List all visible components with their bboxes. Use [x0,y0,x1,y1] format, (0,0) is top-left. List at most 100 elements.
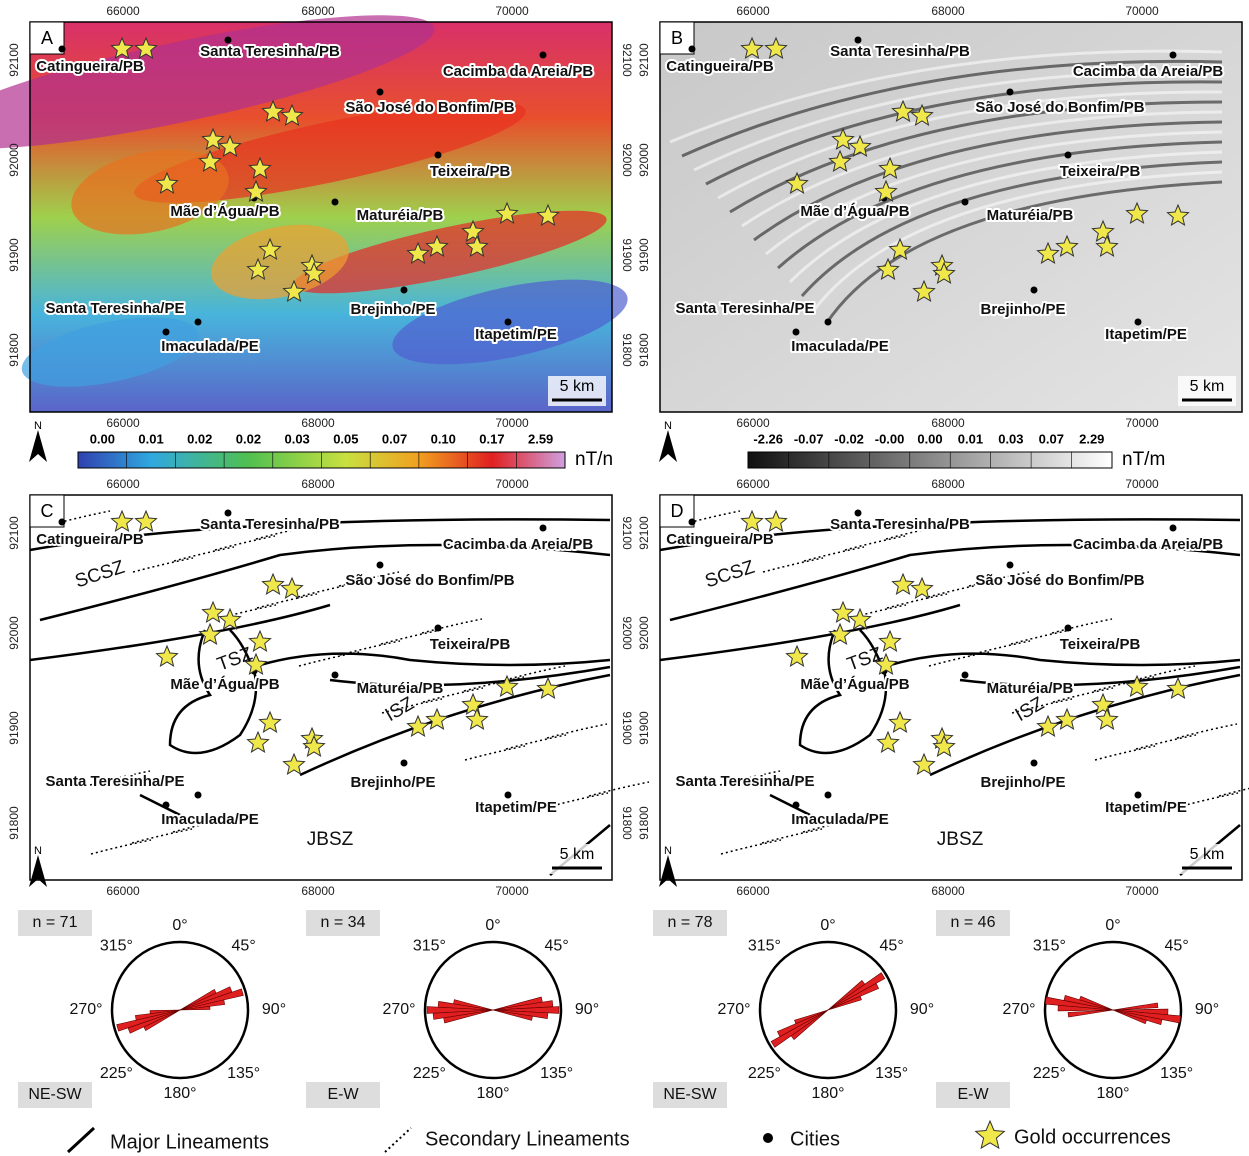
y-tick-label: 91800 [620,333,634,367]
x-tick-label: 68000 [931,416,965,430]
city-label: Itapetim/PE [1105,799,1187,816]
scale-bar-label: 5 km [1190,378,1225,395]
city-dot [401,287,408,294]
colorbar-label: 0.03 [998,431,1023,446]
city-label: Santa Teresinha/PE [676,300,815,317]
city-label: Brejinho/PE [980,301,1065,318]
legend-label: Major Lineaments [110,1131,269,1153]
x-tick-label: 66000 [736,416,770,430]
rose-count: n = 34 [321,914,366,931]
city-label: Mãe d’Água/PB [170,676,279,693]
city-label: São José do Bonfim/PB [345,572,514,589]
city-dot [377,562,384,569]
y-tick-label: 92000 [637,143,651,177]
city-label: Catingueira/PB [36,531,144,548]
rose-count: n = 78 [668,914,713,931]
colorbar-label: 0.01 [138,431,163,446]
rose-angle: 90° [1195,1001,1219,1018]
x-tick-label: 66000 [106,4,140,18]
x-tick-label: 70000 [1125,416,1159,430]
city-dot [505,319,512,326]
rose-angle: 45° [545,938,569,955]
colorbar-label: 0.17 [479,431,504,446]
rose-angle: 0° [172,917,187,934]
legend-label: Secondary Lineaments [425,1128,630,1150]
rose-trend: NE-SW [663,1086,717,1103]
rose-angle: 90° [910,1001,934,1018]
city-dot [1007,89,1014,96]
city-label: Imaculada/PE [791,338,889,355]
city-label: Imaculada/PE [791,811,889,828]
colorbar-label: 0.02 [236,431,261,446]
city-dot [793,802,800,809]
y-tick-label: 91800 [7,333,21,367]
city-label: Itapetim/PE [475,326,557,343]
x-tick-label: 70000 [1125,4,1159,18]
colorbar-label: 0.00 [917,431,942,446]
city-label: Itapetim/PE [475,799,557,816]
x-tick-label: 70000 [495,4,529,18]
rose-angle: 180° [476,1085,509,1102]
city-dot [435,625,442,632]
city-label: Catingueira/PB [666,58,774,75]
x-tick-label: 66000 [106,416,140,430]
rose-angle: 45° [1165,938,1189,955]
rose-angle: 270° [69,1001,102,1018]
y-tick-label: 91900 [637,711,651,745]
city-label: Imaculada/PE [161,811,259,828]
y-tick-label: 92100 [7,43,21,77]
rose-angle: 180° [811,1085,844,1102]
city-dot [825,319,832,326]
city-dot [1170,525,1177,532]
rose-angle: 180° [163,1085,196,1102]
x-tick-label: 68000 [931,884,965,898]
x-tick-label: 68000 [931,4,965,18]
legend-label: Cities [790,1128,840,1150]
city-label: Teixeira/PB [430,636,511,653]
colorbar-label: 2.29 [1079,431,1104,446]
city-dot [962,199,969,206]
city-label: Santa Teresinha/PB [830,516,970,533]
colorbar-label: 0.05 [333,431,358,446]
city-label: Cacimba da Areia/PB [443,536,594,553]
city-label: Mãe d’Água/PB [170,203,279,220]
x-tick-label: 66000 [106,477,140,491]
city-dot [1135,319,1142,326]
colorbar-label: -0.07 [794,431,824,446]
city-dot [793,329,800,336]
x-tick-label: 70000 [1125,477,1159,491]
map-panel: B660006600068000680007000070000921009210… [637,4,1249,430]
city-dot [1065,625,1072,632]
y-tick-label: 92000 [7,616,21,650]
y-tick-label: 91900 [7,238,21,272]
colorbar-label: -0.02 [834,431,864,446]
y-tick-label: 91800 [637,806,651,840]
city-label: Maturéia/PB [987,207,1074,224]
x-tick-label: 68000 [931,477,965,491]
rose-trend: E-W [957,1086,989,1103]
colorbar [748,452,1112,468]
y-tick-label: 92000 [620,616,634,650]
x-tick-label: 70000 [1125,884,1159,898]
rose-count: n = 46 [951,914,996,931]
city-label: Cacimba da Areia/PB [1073,63,1224,80]
y-tick-label: 92100 [637,516,651,550]
city-label: Santa Teresinha/PB [200,43,340,60]
scale-bar-label: 5 km [560,378,595,395]
city-label: Maturéia/PB [357,207,444,224]
legend-secondary [385,1128,411,1152]
city-label: Catingueira/PB [666,531,774,548]
map-panel: SCSZTSZISZJBSZC6600066000680006800070000… [7,477,649,898]
panel-label: D [671,501,684,521]
north-arrow [659,430,677,462]
city-label: Santa Teresinha/PE [46,300,185,317]
panel-label: C [41,501,54,521]
rose-angle: 270° [1002,1001,1035,1018]
colorbar-label: -0.00 [875,431,905,446]
rose-angle: 0° [820,917,835,934]
city-dot [1170,52,1177,59]
city-dot [540,52,547,59]
city-dot [505,792,512,799]
y-tick-label: 91800 [637,333,651,367]
city-label: Teixeira/PB [1060,636,1141,653]
